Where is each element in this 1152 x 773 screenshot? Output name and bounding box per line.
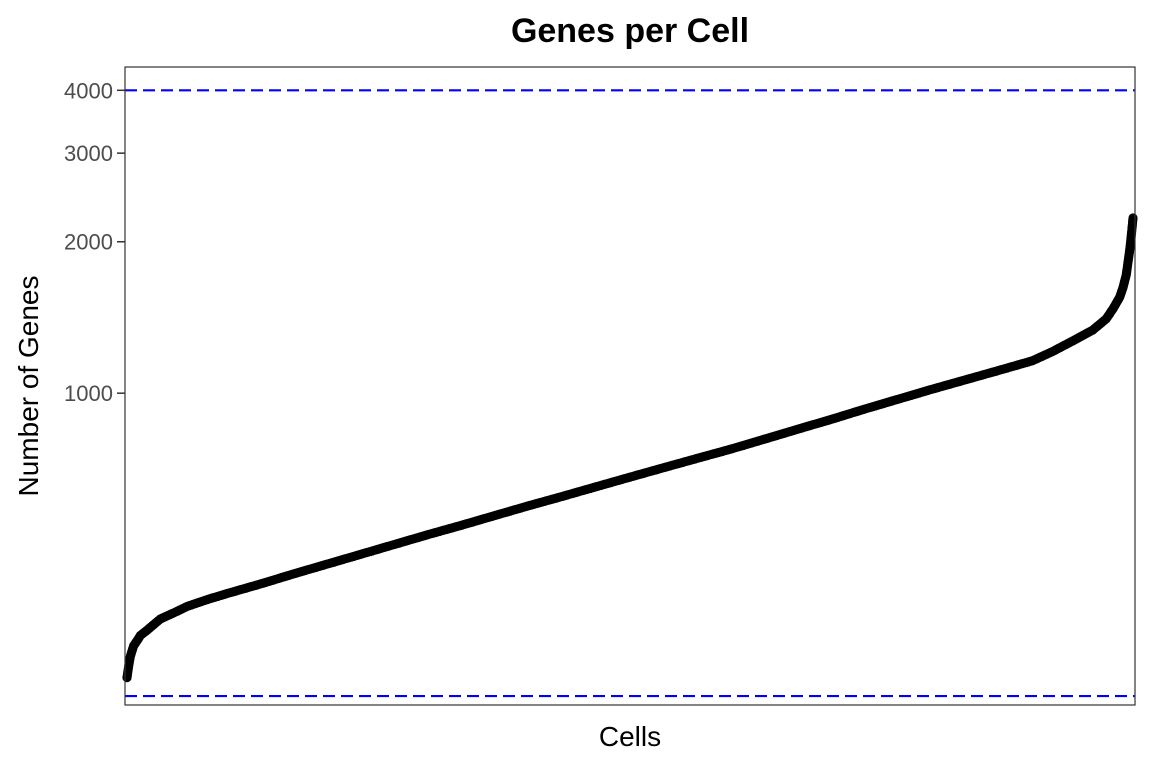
plot-panel-border [124, 66, 1136, 706]
y-tick-label: 3000 [64, 141, 113, 166]
reference-lines [125, 89, 1135, 698]
x-axis-title: Cells [599, 721, 661, 752]
chart-title: Genes per Cell [511, 12, 749, 50]
data-points [122, 213, 1138, 683]
y-axis-title: Number of Genes [13, 276, 44, 497]
y-tick-label: 2000 [64, 230, 113, 255]
y-tick-label: 4000 [64, 78, 113, 103]
data-point [1128, 213, 1138, 223]
y-axis: 1000 2000 3000 4000 [64, 78, 125, 406]
y-tick-label: 1000 [64, 381, 113, 406]
